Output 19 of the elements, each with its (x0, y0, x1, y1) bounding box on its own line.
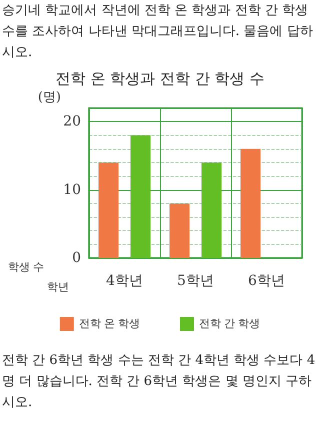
bar (170, 203, 190, 258)
legend-label: 전학 온 학생 (78, 318, 140, 330)
text: 승기네 학교에서 작년에 전학 온 학생과 전학 간 학생 수를 조사하여 나타낸 막대그래프입니다. 물음에 답하시오. (2, 2, 314, 62)
chart-title: 전학 온 학생과 전학 간 학생 수 (56, 70, 264, 88)
bar (98, 162, 118, 258)
bar (202, 162, 222, 258)
x-tick-label: 4학년 (106, 273, 143, 289)
y-tick-label: 10 (63, 182, 81, 198)
y-tick-label: 20 (63, 114, 81, 130)
y-axis-title: (명) (38, 90, 61, 105)
bar (240, 148, 260, 258)
text: 전학 간 6학년 학생 수는 전학 간 4학년 학생 수보다 4명 더 많습니다. 전학 간 6학년 학생은 몇 명인지 구하시오. (2, 352, 316, 412)
text: 학생 수 (8, 262, 44, 274)
legend-label: 전학 간 학생 (199, 318, 260, 330)
bar (130, 135, 150, 258)
x-tick-label: 5학년 (177, 273, 214, 289)
x-axis-title: 학년 (47, 282, 69, 294)
x-tick-label: 6학년 (248, 273, 285, 289)
y-tick-label: 0 (72, 250, 81, 266)
